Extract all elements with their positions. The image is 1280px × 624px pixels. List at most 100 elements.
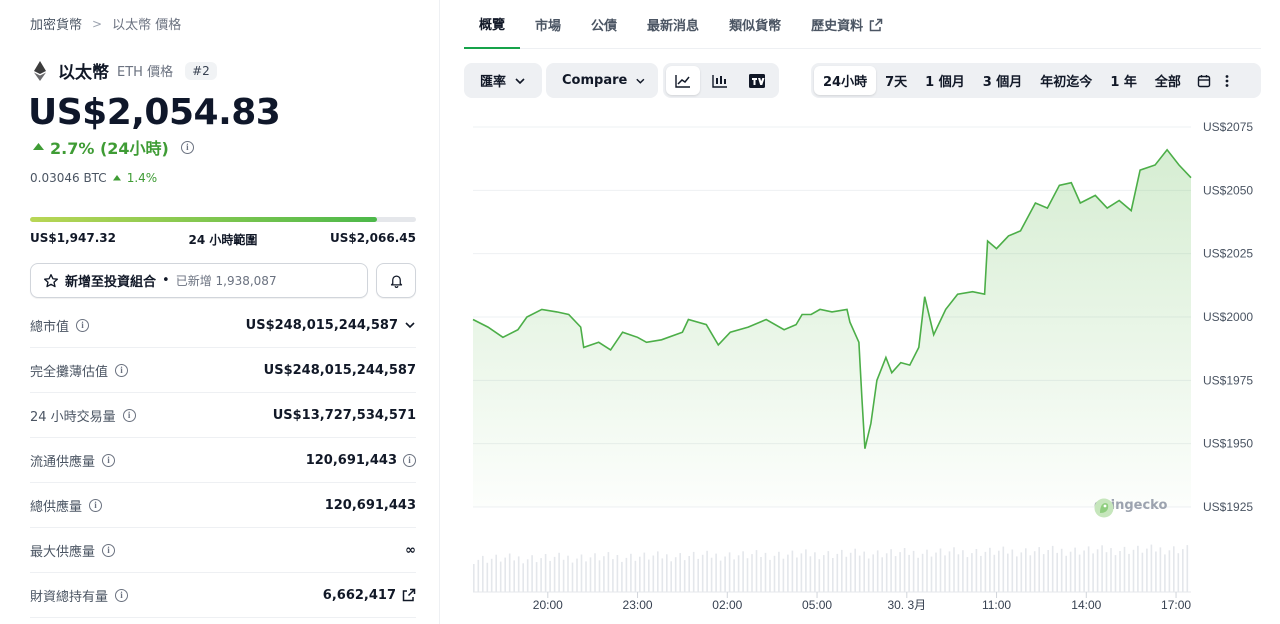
stat-label-text: 總供應量: [30, 499, 83, 515]
calendar-button[interactable]: [1190, 66, 1218, 95]
volume-bar: [935, 552, 937, 592]
volume-bar: [1119, 551, 1121, 592]
coingecko-watermark: coingecko: [1094, 498, 1167, 518]
tab-similar-coins[interactable]: 類似貨幣: [714, 0, 796, 49]
breadcrumb-root[interactable]: 加密貨幣: [30, 18, 83, 33]
add-to-portfolio-button[interactable]: 新增至投資組合 • 已新增 1,938,087: [30, 263, 368, 298]
volume-bar: [1114, 555, 1117, 592]
info-icon[interactable]: i: [403, 453, 416, 467]
y-axis-tick-label: US$1975: [1203, 373, 1253, 387]
info-icon[interactable]: i: [122, 408, 136, 422]
volume-bar: [1025, 548, 1027, 592]
range-label: 3 個月: [982, 75, 1023, 90]
volume-bar: [751, 554, 753, 592]
volume-bar: [1096, 549, 1099, 592]
volume-bar: [858, 555, 861, 592]
line-chart-button[interactable]: [666, 66, 700, 95]
range-bar-fill: [30, 217, 378, 222]
volume-bar: [688, 556, 690, 592]
volume-bar: [1123, 546, 1126, 592]
volume-bar: [517, 556, 520, 592]
chevron-down-icon[interactable]: [404, 319, 416, 331]
volume-bar: [805, 549, 807, 592]
volume-bar: [540, 558, 542, 592]
stat-value-text: 6,662,417: [322, 587, 396, 603]
stat-label-text: 24 小時交易量: [30, 409, 116, 425]
volume-bar: [841, 549, 843, 592]
tradingview-button[interactable]: [740, 66, 774, 95]
volume-bar: [630, 553, 632, 592]
y-axis-tick-label: US$2050: [1203, 183, 1253, 197]
volume-bar: [975, 549, 978, 592]
range-label: 1 個月: [925, 75, 965, 90]
tab-markets[interactable]: 市場: [520, 0, 576, 49]
x-axis-tick-label: 20:00: [533, 598, 563, 612]
volume-bar: [531, 555, 533, 592]
info-icon[interactable]: i: [115, 588, 129, 602]
volume-bar: [728, 552, 731, 592]
volume-bar: [1007, 553, 1009, 592]
coingecko-logo-icon: [1094, 498, 1114, 518]
stat-label-text: 最大供應量: [30, 544, 96, 560]
volume-bar: [818, 559, 821, 592]
info-icon[interactable]: i: [180, 140, 194, 154]
volume-bar: [908, 554, 910, 592]
volume-bar: [580, 554, 583, 592]
volume-bar: [899, 552, 901, 592]
volume-bar: [706, 550, 708, 593]
volume-bar: [980, 555, 982, 592]
price-area: [473, 149, 1191, 508]
range-7d-button[interactable]: 7天: [876, 66, 916, 95]
info-icon[interactable]: i: [115, 363, 129, 377]
stat-value[interactable]: US$248,015,244,587: [246, 318, 416, 333]
currency-rate-dropdown[interactable]: 匯率: [464, 63, 542, 98]
range-label: 全部: [1154, 75, 1181, 90]
volume-bar: [966, 557, 969, 592]
range-all-button[interactable]: 全部: [1146, 66, 1190, 95]
stat-value[interactable]: 6,662,417: [323, 588, 416, 603]
range-3m-button[interactable]: 3 個月: [974, 66, 1032, 95]
volume-bar: [773, 555, 776, 592]
volume-bar: [1087, 546, 1090, 592]
info-icon[interactable]: i: [102, 453, 116, 467]
range-24h-button[interactable]: 24小時: [814, 66, 877, 95]
volume-bar: [482, 555, 484, 592]
info-icon[interactable]: i: [102, 543, 116, 557]
volume-bar: [823, 555, 825, 592]
external-link-icon[interactable]: [402, 588, 416, 602]
info-icon[interactable]: i: [76, 318, 90, 332]
volume-bar: [513, 560, 515, 592]
tab-overview[interactable]: 概覽: [464, 0, 521, 49]
volume-bar: [661, 558, 664, 592]
compare-label: Compare: [562, 73, 628, 88]
volume-bar: [715, 553, 717, 592]
more-options-button[interactable]: [1218, 66, 1236, 95]
compare-dropdown[interactable]: Compare: [546, 63, 658, 98]
volume-bar: [742, 551, 744, 593]
volume-bar: [1060, 548, 1063, 592]
volume-bar: [1164, 554, 1166, 592]
tab-historical-data[interactable]: 歷史資料: [796, 0, 898, 49]
volume-bar: [921, 553, 924, 593]
candlestick-chart-button[interactable]: [703, 66, 737, 95]
price-chart[interactable]: US$2075 US$2050 US$2025 US$2000 US$1975 US$19…: [470, 110, 1260, 624]
volume-bar: [598, 560, 601, 593]
stat-value-text: 120,691,443: [324, 497, 416, 513]
tab-label: 公債: [591, 19, 618, 34]
range-ytd-button[interactable]: 年初迄今: [1031, 66, 1101, 95]
volume-bar: [576, 558, 578, 592]
price-alert-button[interactable]: [376, 263, 416, 298]
tab-news[interactable]: 最新消息: [632, 0, 714, 49]
volume-bar: [912, 550, 915, 592]
range-1y-button[interactable]: 1 年: [1101, 66, 1146, 95]
tab-treasuries[interactable]: 公債: [576, 0, 632, 49]
volume-bar: [648, 559, 650, 592]
stat-row-volume: 24 小時交易量 i US$13,727,534,571: [30, 393, 416, 438]
volume-bar: [827, 551, 830, 592]
volume-bar: [567, 555, 569, 592]
range-1m-button[interactable]: 1 個月: [916, 66, 974, 95]
info-icon[interactable]: i: [89, 498, 103, 512]
volume-bar: [948, 551, 951, 592]
volume-bar: [1074, 547, 1076, 592]
currency-rate-label: 匯率: [480, 75, 507, 90]
